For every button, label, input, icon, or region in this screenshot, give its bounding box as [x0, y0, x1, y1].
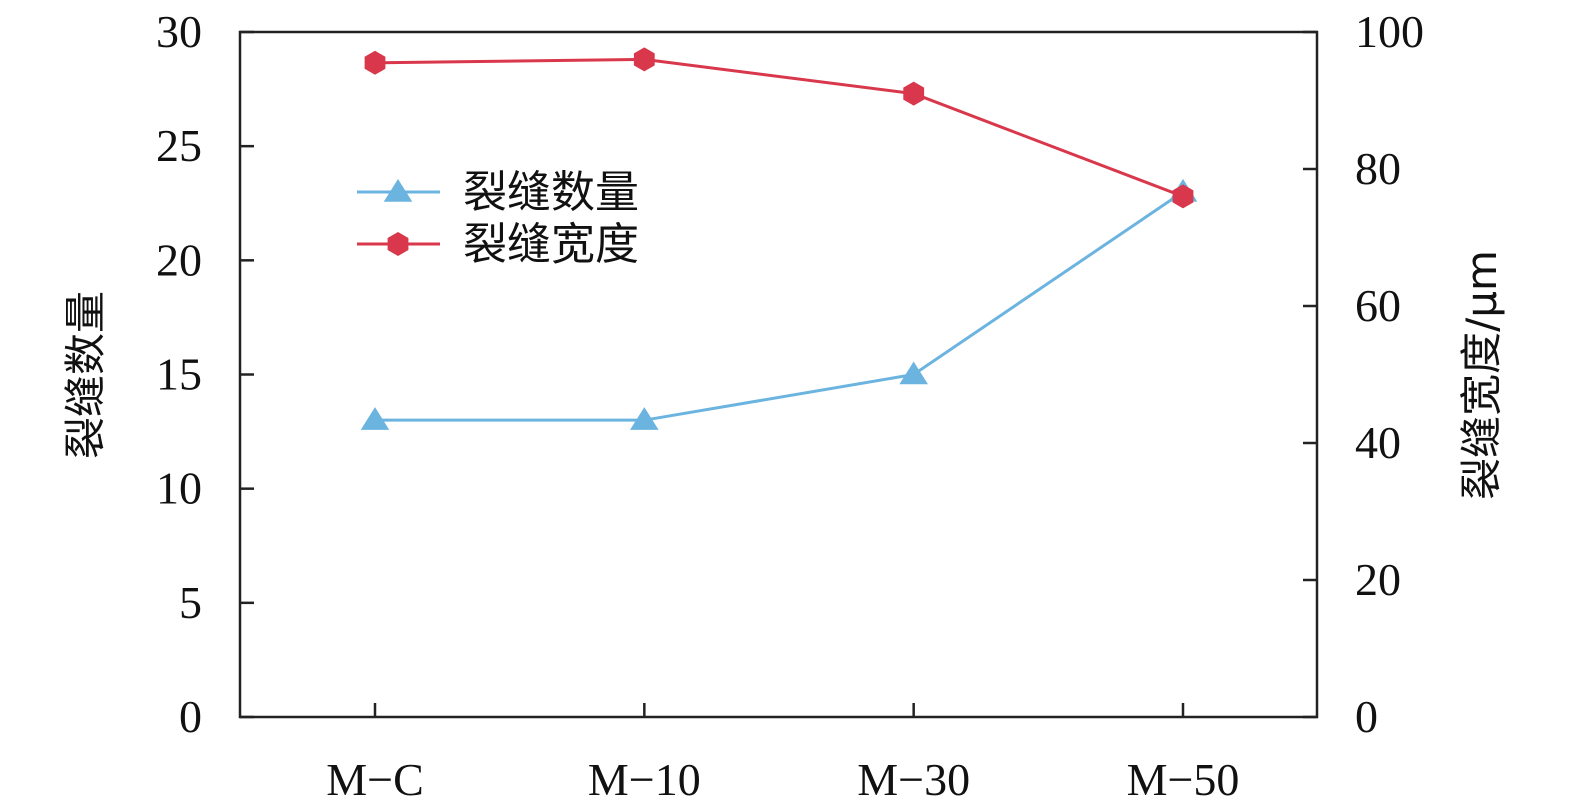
x-tick-label: M−50 — [1127, 754, 1240, 805]
data-point — [630, 407, 659, 430]
legend-marker — [383, 179, 413, 202]
data-point — [903, 81, 925, 106]
x-tick-label: M−30 — [857, 754, 970, 805]
right-y-axis-title: 裂缝宽度/μm — [1457, 250, 1506, 500]
x-tick-label: M−10 — [588, 754, 701, 805]
left-y-axis-title: 裂缝数量 — [61, 291, 110, 459]
left-y-tick-label: 10 — [156, 463, 202, 514]
right-y-tick-label: 40 — [1355, 417, 1401, 468]
left-y-tick-label: 5 — [179, 577, 202, 628]
left-y-axis: 0 5 10 15 20 25 30 — [156, 6, 254, 742]
right-y-tick-label: 80 — [1355, 143, 1401, 194]
right-y-axis: 0 20 40 60 80 100 — [1303, 6, 1424, 742]
data-point — [899, 361, 928, 385]
right-y-tick-label: 60 — [1355, 280, 1401, 331]
right-y-tick-label: 0 — [1355, 691, 1378, 742]
series-2 — [364, 47, 1194, 209]
plot-frame — [238, 30, 1319, 719]
left-y-tick-label: 15 — [156, 349, 202, 400]
data-point — [360, 407, 390, 430]
x-axis: M−C M−10 M−30 M−50 — [326, 703, 1239, 805]
legend-label: 裂缝宽度 — [463, 219, 639, 270]
right-y-tick-label: 20 — [1355, 554, 1401, 605]
left-y-tick-label: 0 — [179, 691, 202, 742]
x-tick-label: M−C — [326, 754, 424, 805]
series-layer — [360, 47, 1198, 430]
legend-label: 裂缝数量 — [463, 167, 639, 218]
data-point — [1172, 184, 1194, 209]
data-point — [633, 47, 655, 72]
series-line — [375, 190, 1184, 422]
left-y-tick-label: 20 — [156, 234, 202, 285]
left-y-tick-label: 30 — [156, 6, 202, 57]
series-line — [374, 57, 1184, 198]
legend-marker — [387, 232, 409, 256]
data-point — [364, 50, 386, 75]
left-y-tick-label: 25 — [156, 120, 202, 171]
right-y-tick-label: 100 — [1355, 6, 1424, 57]
